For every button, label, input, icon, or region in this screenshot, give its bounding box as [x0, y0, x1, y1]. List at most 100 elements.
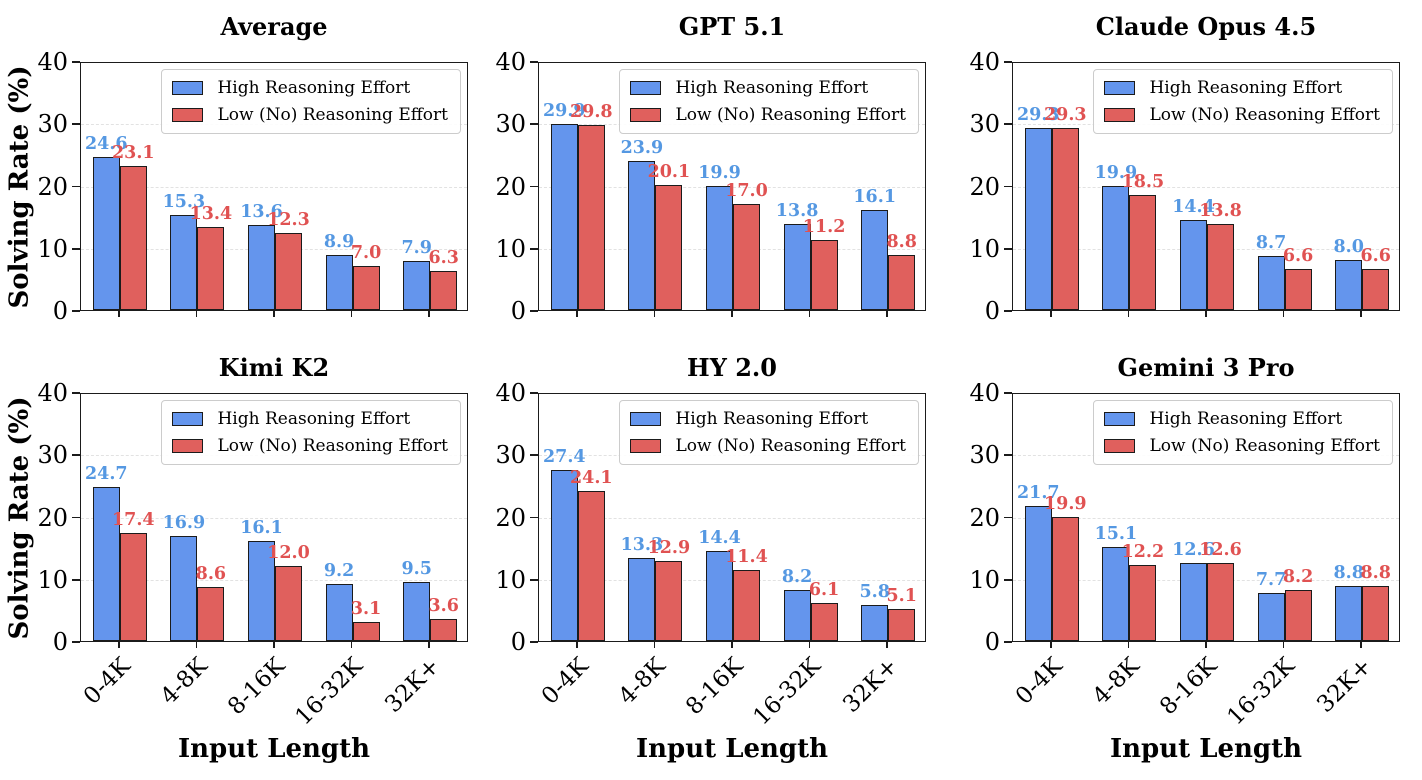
bar-high-0-4k [1024, 127, 1052, 310]
value-label-high-0-4k: 21.7 [1016, 482, 1060, 503]
plot-area: 29.9 29.8 23.9 20.1 19.9 17.0 13.8 11.2 16.1 8.8 H… [538, 62, 926, 311]
y-tick-mark [72, 454, 80, 457]
y-tick-mark [530, 123, 538, 126]
x-tick-mark [1050, 642, 1052, 648]
y-tick-mark [1004, 247, 1012, 250]
bar-high-0-4k [550, 123, 578, 310]
value-label-low-4-8k: 18.5 [1121, 171, 1165, 192]
value-label-low-0-4k: 29.3 [1043, 104, 1087, 125]
y-tick-mark [1004, 123, 1012, 126]
plot-area: 24.7 17.4 16.9 8.6 16.1 12.0 9.2 3.1 9.5 3.6 High … [80, 393, 468, 642]
y-tick-mark [72, 578, 80, 581]
legend-swatch-high [630, 412, 662, 426]
x-tick-mark [273, 642, 275, 648]
x-tick-mark [428, 642, 430, 648]
chart-title: Claude Opus 4.5 [1095, 12, 1317, 41]
x-tick-label-16-32k: 16-32K [748, 653, 826, 731]
x-tick-label-32k: 32K+ [1312, 653, 1378, 718]
x-axis-label: Input Length [635, 734, 829, 764]
x-tick-label-32k: 32K+ [838, 653, 904, 718]
y-tick-label: 40 [495, 379, 526, 407]
legend-row-low: Low (No) Reasoning Effort [630, 105, 906, 125]
y-tick-label: 20 [969, 172, 1000, 201]
legend-label-low: Low (No) Reasoning Effort [1149, 105, 1380, 125]
legend-swatch-high [1104, 81, 1136, 95]
x-tick-mark [576, 311, 578, 317]
legend-row-low: Low (No) Reasoning Effort [1104, 105, 1380, 125]
value-label-high-0-4k: 29.3 [1016, 104, 1060, 125]
chart-claude-opus-4-5: Claude Opus 4.5 29.3 29.3 19.9 18.5 14.4 13.8 8… [948, 0, 1422, 340]
y-tick-label: 40 [37, 48, 68, 76]
value-label-high-32k: 8.0 [1333, 237, 1364, 258]
value-label-high-8-16k: 16.1 [240, 517, 283, 538]
y-tick-mark [530, 247, 538, 250]
y-tick-label: 20 [37, 172, 68, 201]
legend-row-low: Low (No) Reasoning Effort [1104, 436, 1380, 456]
x-tick-mark [731, 642, 733, 648]
value-label-high-16-32k: 8.2 [781, 566, 813, 587]
value-label-low-16-32k: 6.6 [1282, 245, 1314, 266]
plot-area: 29.3 29.3 19.9 18.5 14.4 13.8 8.7 6.6 8.0 6.6 High… [1012, 62, 1400, 311]
x-tick-label-4-8k: 4-8K [614, 653, 671, 710]
bar-low-0-4k [577, 124, 605, 310]
value-label-high-4-8k: 15.1 [1094, 524, 1138, 545]
x-tick-mark [428, 311, 430, 317]
legend-swatch-low [630, 108, 662, 122]
bar-low-4-8k [197, 587, 225, 641]
bar-high-32k [1335, 586, 1363, 641]
y-tick-mark [530, 185, 538, 188]
bar-low-32k [1362, 268, 1390, 310]
value-label-low-16-32k: 7.0 [350, 243, 382, 264]
value-label-high-32k: 7.9 [401, 237, 432, 258]
x-tick-mark [118, 311, 120, 317]
legend-row-low: Low (No) Reasoning Effort [630, 436, 906, 456]
bar-low-16-32k [810, 603, 838, 641]
x-tick-mark [576, 642, 578, 648]
x-tick-mark [1360, 642, 1362, 648]
x-tick-label-8-16k: 8-16K [1155, 653, 1223, 721]
legend-swatch-low [172, 439, 204, 453]
value-label-low-32k: 8.8 [886, 232, 917, 253]
y-tick-label: 40 [37, 379, 68, 407]
chart-kimi-k2: Kimi K2 Solving Rate (%) 24.7 17.4 16.9 8.6 16… [0, 340, 474, 780]
y-tick-mark [530, 641, 538, 643]
x-tick-mark [350, 311, 353, 317]
value-label-low-16-32k: 11.2 [802, 217, 846, 238]
legend-swatch-low [1104, 439, 1136, 453]
value-label-low-4-8k: 20.1 [647, 161, 691, 182]
value-label-low-8-16k: 13.8 [1199, 201, 1242, 222]
bar-low-0-4k [577, 490, 605, 641]
bar-high-0-4k [1024, 505, 1052, 641]
value-label-low-0-4k: 29.8 [569, 101, 613, 122]
x-axis-label: Input Length [177, 734, 371, 764]
value-label-low-4-8k: 13.4 [189, 203, 233, 224]
y-tick-mark [1004, 185, 1012, 188]
bar-low-32k [1362, 586, 1390, 641]
bar-low-16-32k [352, 266, 380, 310]
bar-high-8-16k [248, 540, 275, 641]
bar-high-16-32k [1257, 255, 1285, 310]
value-label-low-4-8k: 12.2 [1121, 542, 1165, 563]
value-label-high-32k: 9.5 [401, 558, 432, 579]
x-tick-mark [808, 311, 811, 317]
bar-high-0-4k [550, 470, 578, 641]
bar-high-0-4k [92, 487, 120, 641]
value-label-high-16-32k: 8.7 [1255, 232, 1287, 253]
bar-high-16-32k [783, 224, 811, 310]
y-tick-mark [1004, 516, 1012, 519]
y-tick-label: 10 [37, 234, 68, 263]
x-tick-label-8-16k: 8-16K [681, 653, 749, 721]
legend-label-high: High Reasoning Effort [1149, 78, 1343, 98]
bar-high-4-8k [628, 558, 656, 641]
y-tick-label: 10 [37, 565, 68, 594]
legend-label-low: Low (No) Reasoning Effort [675, 105, 906, 125]
bar-high-16-32k [325, 254, 353, 310]
bar-high-16-32k [325, 583, 353, 641]
bar-low-16-32k [1284, 268, 1312, 310]
value-label-low-32k: 8.8 [1360, 563, 1391, 584]
legend-label-low: Low (No) Reasoning Effort [675, 436, 906, 456]
y-tick-label: 0 [984, 297, 1000, 325]
bar-low-0-4k [119, 532, 147, 641]
y-tick-mark [1004, 454, 1012, 457]
